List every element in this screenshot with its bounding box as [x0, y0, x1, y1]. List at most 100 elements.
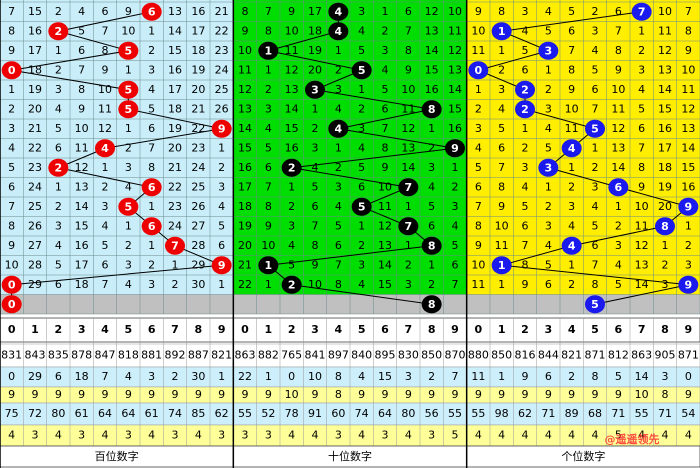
cell-value: 6: [615, 5, 622, 18]
cell-value: 6: [475, 180, 482, 193]
cell-value: 3: [55, 219, 62, 232]
cell-value: 1: [428, 122, 435, 135]
cell-value: 7: [8, 5, 15, 18]
cell-value: 3: [498, 83, 505, 96]
cell-value: 4: [498, 102, 505, 115]
cell-value: 1: [498, 44, 505, 57]
cell-value: 13: [681, 122, 695, 135]
stat-value: 9: [498, 388, 505, 401]
hit-digit: 3: [311, 83, 319, 96]
cell-value: 9: [242, 24, 249, 37]
cell-value: 4: [382, 63, 389, 76]
cell-value: 6: [592, 239, 599, 252]
cell-value: 15: [28, 5, 42, 18]
cell-value: 2: [452, 180, 459, 193]
panel-label: 百位数字: [95, 449, 139, 463]
cell-value: 7: [592, 258, 599, 271]
cell-value: 11: [378, 200, 392, 213]
cell-value: 20: [28, 102, 42, 115]
stat-value: 895: [375, 349, 396, 362]
stat-value: 6: [545, 370, 552, 383]
cell-value: 2: [335, 161, 342, 174]
stat-value: 9: [382, 388, 389, 401]
cell-value: 5: [475, 161, 482, 174]
cell-value: 7: [568, 44, 575, 57]
stat-value: 29: [28, 370, 42, 383]
cell-value: 23: [215, 44, 229, 57]
cell-value: 17: [238, 180, 252, 193]
cell-value: 2: [382, 24, 389, 37]
stat-value: 4: [475, 429, 482, 442]
cell-value: 2: [592, 161, 599, 174]
cell-value: 10: [565, 102, 579, 115]
stat-value: 831: [1, 349, 22, 362]
stat-value: 62: [518, 407, 532, 420]
cell-value: 12: [658, 44, 672, 57]
cell-value: 8: [78, 83, 85, 96]
cell-value: 22: [168, 180, 182, 193]
header-digit: 5: [591, 323, 599, 336]
header-digit: 1: [265, 323, 273, 336]
cell-value: 8: [475, 219, 482, 232]
cell-value: 5: [615, 278, 622, 291]
stat-value: 844: [538, 349, 559, 362]
cell-value: 5: [218, 219, 225, 232]
cell-value: 10: [471, 24, 485, 37]
stat-value: 55: [471, 407, 485, 420]
cell-value: 9: [638, 180, 645, 193]
cell-value: 19: [28, 83, 42, 96]
cell-value: 9: [615, 63, 622, 76]
hit-digit: 5: [358, 64, 366, 77]
hit-digit: 5: [591, 122, 599, 135]
stat-value: 9: [265, 388, 272, 401]
cell-value: 20: [168, 141, 182, 154]
cell-value: 2: [498, 63, 505, 76]
stat-value: 3: [32, 429, 39, 442]
cell-value: 12: [378, 219, 392, 232]
cell-value: 9: [125, 5, 132, 18]
cell-value: 4: [125, 180, 132, 193]
cell-value: 2: [545, 200, 552, 213]
stat-value: 3: [125, 429, 132, 442]
stat-value: 7: [102, 370, 109, 383]
stat-value: 2: [568, 370, 575, 383]
cell-value: 11: [98, 102, 112, 115]
cell-value: 2: [55, 5, 62, 18]
cell-value: 1: [475, 83, 482, 96]
stat-value: 835: [48, 349, 69, 362]
hit-circle: [538, 41, 559, 60]
cell-value: 1: [428, 258, 435, 271]
cell-value: 15: [285, 122, 299, 135]
cell-value: 13: [168, 5, 182, 18]
cell-value: 18: [75, 278, 89, 291]
cell-value: 12: [75, 161, 89, 174]
stat-value: 9: [358, 388, 365, 401]
cell-value: 6: [102, 258, 109, 271]
cell-value: 9: [475, 5, 482, 18]
cell-value: 5: [522, 200, 529, 213]
cell-value: 2: [662, 258, 669, 271]
cell-value: 5: [312, 180, 319, 193]
cell-value: 7: [265, 5, 272, 18]
cell-value: 2: [125, 141, 132, 154]
hit-circle: [585, 295, 605, 314]
stat-value: 61: [145, 407, 159, 420]
cell-value: 4: [568, 219, 575, 232]
cell-value: 25: [215, 83, 229, 96]
stat-value: 841: [305, 349, 326, 362]
cell-value: 18: [658, 161, 672, 174]
panel-label: 个位数字: [561, 449, 605, 463]
cell-value: 13: [285, 83, 299, 96]
stat-value: 3: [218, 429, 225, 442]
cell-value: 5: [8, 161, 15, 174]
cell-value: 8: [382, 141, 389, 154]
stat-value: 9: [428, 388, 435, 401]
cell-value: 2: [172, 278, 179, 291]
cell-value: 4: [358, 24, 365, 37]
stat-value: 4: [522, 429, 529, 442]
hit-circle: [421, 236, 442, 255]
cell-value: 6: [218, 239, 225, 252]
stat-value: 2: [428, 370, 435, 383]
cell-value: 4: [592, 44, 599, 57]
hit-circle: [655, 217, 675, 236]
